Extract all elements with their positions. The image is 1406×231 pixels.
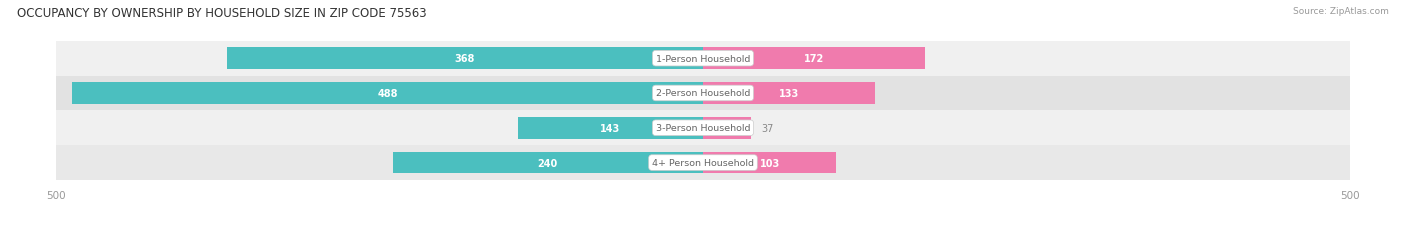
Bar — [703, 83, 875, 104]
Bar — [56, 111, 1350, 146]
Text: 37: 37 — [761, 123, 773, 133]
Text: Source: ZipAtlas.com: Source: ZipAtlas.com — [1294, 7, 1389, 16]
Bar — [56, 42, 1350, 76]
Text: 1-Person Household: 1-Person Household — [655, 55, 751, 63]
Bar — [226, 48, 703, 70]
Bar — [56, 146, 1350, 180]
Bar — [703, 118, 751, 139]
Text: 4+ Person Household: 4+ Person Household — [652, 158, 754, 167]
Bar — [703, 48, 925, 70]
Bar — [703, 152, 837, 174]
Text: 240: 240 — [537, 158, 558, 168]
Text: 143: 143 — [600, 123, 620, 133]
Text: OCCUPANCY BY OWNERSHIP BY HOUSEHOLD SIZE IN ZIP CODE 75563: OCCUPANCY BY OWNERSHIP BY HOUSEHOLD SIZE… — [17, 7, 426, 20]
Text: 103: 103 — [759, 158, 780, 168]
Text: 133: 133 — [779, 88, 799, 99]
Text: 2-Person Household: 2-Person Household — [655, 89, 751, 98]
Bar — [56, 76, 1350, 111]
Text: 488: 488 — [377, 88, 398, 99]
Text: 3-Person Household: 3-Person Household — [655, 124, 751, 133]
Bar — [72, 83, 703, 104]
Text: 368: 368 — [454, 54, 475, 64]
Bar — [517, 118, 703, 139]
Bar — [392, 152, 703, 174]
Text: 172: 172 — [804, 54, 824, 64]
